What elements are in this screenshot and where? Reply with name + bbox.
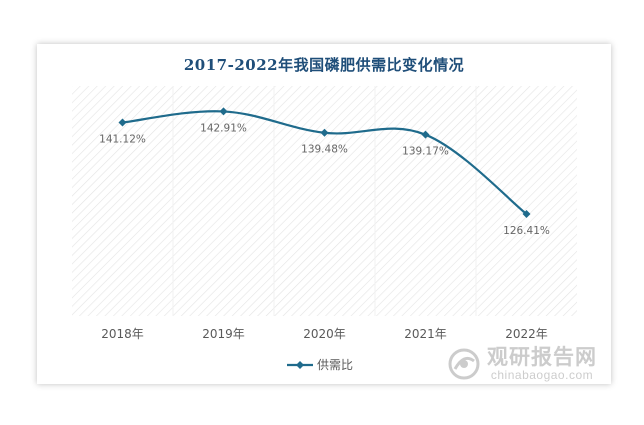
watermark: 观研报告网 chinabaogao.com xyxy=(447,346,597,382)
data-label: 139.48% xyxy=(301,144,348,156)
x-tick-label: 2018年 xyxy=(101,327,144,341)
data-point xyxy=(421,130,430,139)
data-label: 126.41% xyxy=(503,225,550,237)
x-tick-label: 2020年 xyxy=(303,327,346,341)
watermark-logo-icon xyxy=(448,348,480,380)
chart-card: 2017-2022年我国磷肥供需比变化情况 141.12% 142.91% 139.… xyxy=(37,44,611,384)
line-chart: 141.12% 142.91% 139.48% 139.17% 126.41% 2018… xyxy=(72,86,577,372)
data-point xyxy=(320,128,329,137)
data-label: 141.12% xyxy=(99,134,146,146)
watermark-domain: chinabaogao.com xyxy=(490,368,594,382)
watermark-brand: 观研报告网 xyxy=(487,345,597,369)
x-tick-label: 2019年 xyxy=(202,327,245,341)
data-point xyxy=(118,118,127,127)
x-tick-label: 2021年 xyxy=(404,327,447,341)
chart-title: 2017-2022年我国磷肥供需比变化情况 xyxy=(183,56,465,74)
data-point xyxy=(522,209,531,218)
x-tick-label: 2022年 xyxy=(505,327,548,341)
data-point xyxy=(219,107,228,116)
legend-marker-icon xyxy=(296,361,304,369)
plot-area xyxy=(72,86,577,316)
legend-label: 供需比 xyxy=(317,358,353,372)
legend: 供需比 xyxy=(287,358,353,372)
data-label: 142.91% xyxy=(200,122,247,134)
data-label: 139.17% xyxy=(402,146,449,158)
